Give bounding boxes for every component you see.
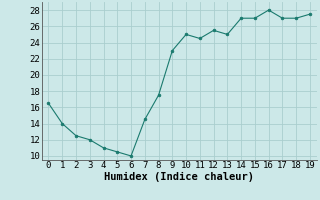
X-axis label: Humidex (Indice chaleur): Humidex (Indice chaleur) [104, 172, 254, 182]
